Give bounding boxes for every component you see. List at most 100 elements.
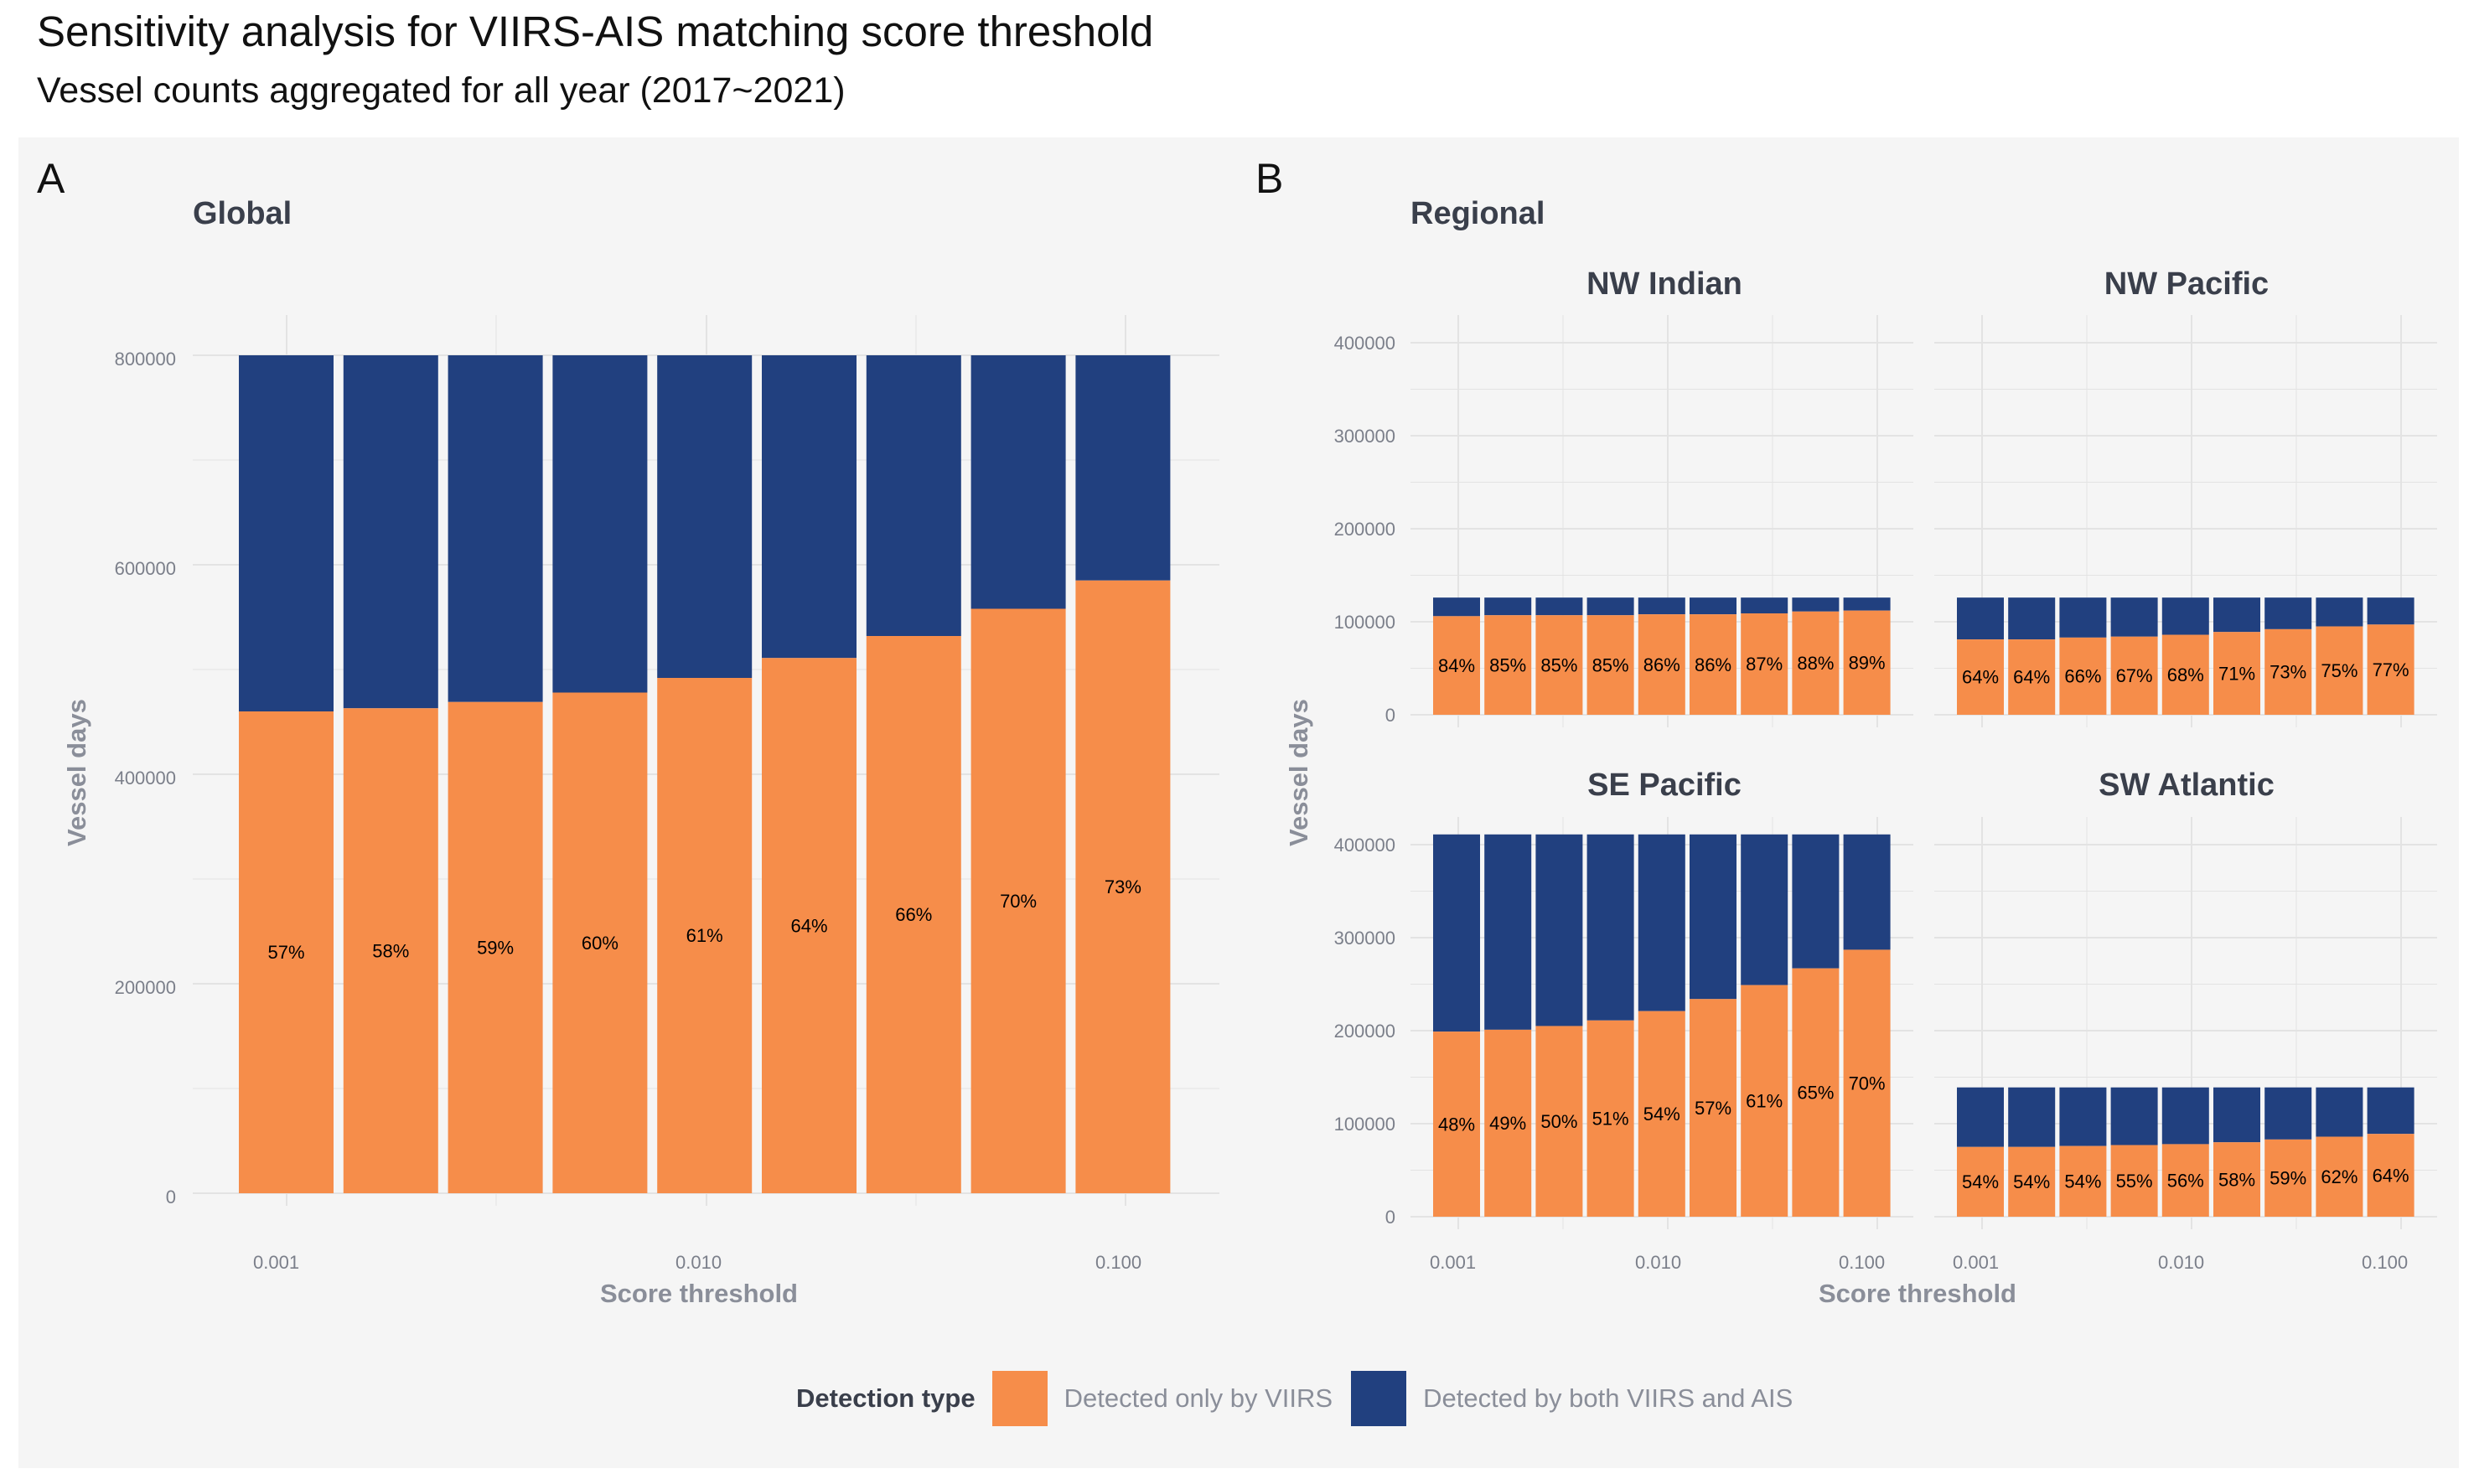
bar-percent-label: 61%	[686, 925, 723, 946]
bar-viirs-only	[866, 636, 961, 1193]
legend-swatch-both	[1351, 1371, 1407, 1426]
regional-y-tick: 100000	[1333, 1114, 1395, 1135]
bar-viirs-only	[1843, 610, 1891, 715]
bar-viirs-only	[762, 658, 857, 1193]
bar-percent-label: 67%	[2116, 665, 2153, 686]
global-y-tick: 400000	[114, 768, 176, 789]
bar-viirs-only	[1433, 616, 1480, 715]
bar-both	[1690, 834, 1736, 1000]
bar-percent-label: 66%	[895, 904, 932, 925]
bar-viirs-only	[1638, 614, 1685, 715]
regional-y-axis-label: Vessel days	[1284, 699, 1313, 846]
regional-x-tick: 0.001	[1430, 1252, 1477, 1273]
bar-percent-label: 49%	[1489, 1113, 1526, 1134]
bar-viirs-only	[2110, 1145, 2158, 1217]
bar-percent-label: 73%	[2270, 662, 2306, 683]
bar-percent-label: 88%	[1797, 653, 1834, 674]
bar-viirs-only	[2059, 1145, 2107, 1217]
bar-both	[1792, 597, 1840, 612]
bar-viirs-only	[1792, 611, 1840, 715]
bar-viirs-only	[2161, 1144, 2209, 1217]
bar-both	[2059, 1087, 2107, 1146]
bar-viirs-only	[1586, 1020, 1634, 1217]
legend-label-both: Detected by both VIIRS and AIS	[1423, 1383, 1793, 1413]
bar-viirs-only	[2059, 637, 2107, 715]
bar-both	[2110, 597, 2158, 637]
bar-viirs-only	[239, 711, 334, 1193]
bar-percent-label: 51%	[1592, 1109, 1629, 1130]
regional-y-tick: 100000	[1333, 612, 1395, 633]
bar-percent-label: 86%	[1643, 654, 1680, 675]
global-panel-title: Global	[193, 196, 292, 231]
facet-title-sw-atlantic: SW Atlantic	[2099, 768, 2275, 803]
bar-both	[1638, 597, 1685, 615]
bar-both	[2213, 597, 2260, 633]
bar-percent-label: 50%	[1540, 1111, 1577, 1132]
bar-viirs-only	[2316, 626, 2363, 715]
bar-both	[657, 355, 753, 678]
bar-percent-label: 70%	[1000, 891, 1037, 912]
regional-x-tick: 0.010	[1635, 1252, 1682, 1273]
bar-percent-label: 56%	[2167, 1170, 2204, 1191]
bar-percent-label: 85%	[1489, 654, 1526, 675]
bar-both	[2161, 597, 2209, 635]
bar-both	[343, 355, 438, 709]
bar-viirs-only	[1843, 949, 1891, 1217]
bar-percent-label: 66%	[2064, 666, 2101, 687]
regional-x-tick: 0.100	[1839, 1252, 1886, 1273]
bar-percent-label: 54%	[1643, 1104, 1680, 1125]
global-x-tick: 0.100	[1095, 1252, 1142, 1273]
facet-title-nw-indian: NW Indian	[1586, 266, 1742, 302]
bar-percent-label: 58%	[2218, 1169, 2255, 1190]
bar-both	[1075, 355, 1171, 581]
bar-percent-label: 48%	[1438, 1114, 1475, 1135]
bar-viirs-only	[552, 692, 648, 1193]
regional-y-tick: 200000	[1333, 1021, 1395, 1042]
sw-atlantic-stacked-bar-chart: 54% 54% 54% 55% 56% 58% 59% 62% 64%	[1934, 817, 2437, 1229]
bar-both	[2110, 1087, 2158, 1145]
bar-viirs-only	[1690, 999, 1736, 1217]
se-pacific-stacked-bar-chart: 48% 49% 50% 51% 54% 57% 61% 65% 70%	[1410, 817, 1913, 1229]
nw-indian-stacked-bar-chart: 84% 85% 85% 85% 86% 86% 87% 88% 89%	[1410, 315, 1913, 727]
legend-label-viirs-only: Detected only by VIIRS	[1064, 1383, 1333, 1413]
global-x-tick: 0.010	[675, 1252, 722, 1273]
bar-percent-label: 60%	[582, 933, 618, 954]
bar-both	[2367, 1087, 2414, 1135]
bar-both	[1843, 834, 1891, 950]
bar-viirs-only	[657, 678, 753, 1193]
legend-swatch-viirs-only	[991, 1371, 1048, 1426]
facet-title-nw-pacific: NW Pacific	[2104, 266, 2270, 302]
regional-y-tick: 400000	[1333, 333, 1395, 354]
bar-both	[1586, 597, 1634, 616]
regional-x-tick: 0.100	[2362, 1252, 2409, 1273]
bar-viirs-only	[1535, 615, 1583, 715]
bar-viirs-only	[1638, 1011, 1685, 1217]
bar-viirs-only	[1957, 639, 2004, 715]
bar-both	[2264, 1087, 2312, 1140]
panel-b-letter: B	[1255, 155, 1284, 202]
bar-viirs-only	[1484, 1029, 1532, 1217]
bar-both	[1484, 834, 1532, 1030]
bar-percent-label: 75%	[2321, 660, 2358, 681]
bar-both	[762, 355, 857, 659]
bar-viirs-only	[2367, 1134, 2414, 1217]
bar-both	[2316, 1087, 2363, 1137]
bar-viirs-only	[448, 701, 543, 1193]
bar-both	[1843, 597, 1891, 611]
regional-panel-title: Regional	[1410, 196, 1545, 231]
bar-both	[2161, 1087, 2209, 1145]
bar-percent-label: 87%	[1746, 654, 1783, 675]
bar-both	[2264, 597, 2312, 629]
bar-viirs-only	[2367, 624, 2414, 715]
regional-y-tick: 300000	[1333, 928, 1395, 949]
global-stacked-bar-chart: 57% 58% 59% 60% 61% 64% 66% 70% 73%	[193, 315, 1219, 1206]
bar-viirs-only	[1741, 613, 1788, 715]
facet-title-se-pacific: SE Pacific	[1587, 768, 1742, 803]
bar-viirs-only	[2213, 632, 2260, 715]
bar-percent-label: 55%	[2116, 1171, 2153, 1192]
global-y-tick: 600000	[114, 558, 176, 579]
bar-both	[2008, 1087, 2056, 1147]
legend: Detection type Detected only by VIIRS De…	[796, 1371, 1811, 1426]
bar-both	[1433, 597, 1480, 617]
bar-percent-label: 71%	[2218, 663, 2255, 684]
